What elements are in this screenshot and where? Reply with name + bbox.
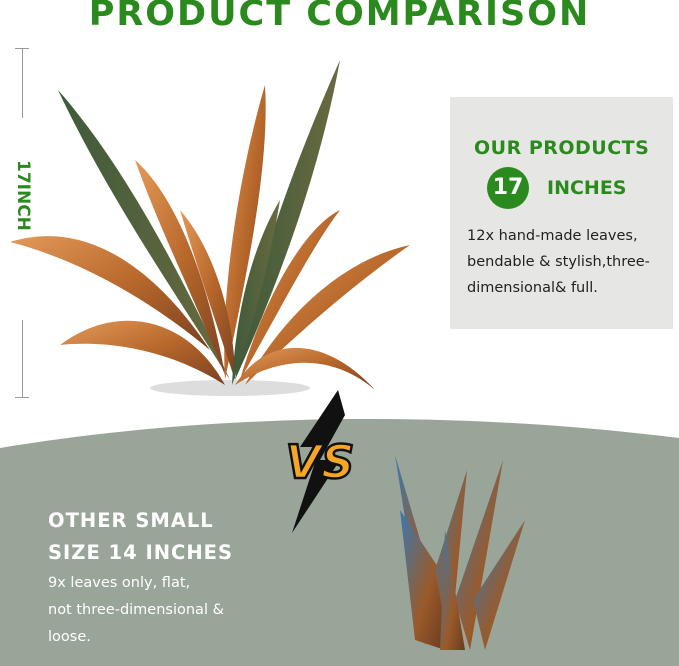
other-desc-line: not three-dimensional & <box>48 602 224 618</box>
our-product-description: 12x hand-made leaves, bendable & stylish… <box>467 228 650 296</box>
vs-text: VS <box>286 435 355 489</box>
size-badge: 17 <box>487 167 529 209</box>
other-desc-line: 9x leaves only, flat, <box>48 575 191 591</box>
our-products-heading: OUR PRODUCTS <box>474 137 650 159</box>
size-unit: INCHES <box>547 177 627 199</box>
ruler-tick-bottom <box>15 397 29 398</box>
ruler-tick-top <box>15 48 29 49</box>
page-title: PRODUCT COMPARISON <box>88 0 591 34</box>
ruler-line-top <box>22 48 23 118</box>
other-desc-line: loose. <box>48 629 91 645</box>
small-agave-image <box>395 455 525 650</box>
our-product-panel: OUR PRODUCTS 17 INCHES 12x hand-made lea… <box>450 97 673 329</box>
other-product-description: 9x leaves only, flat, not three-dimensio… <box>48 570 224 651</box>
large-agave-image <box>10 60 410 396</box>
other-product-heading: OTHER SMALL SIZE 14 INCHES <box>48 505 233 569</box>
other-heading-line2: SIZE 14 INCHES <box>48 541 234 564</box>
vs-lightning-icon: VS <box>284 390 356 533</box>
ruler-line-bottom <box>22 320 23 398</box>
bottom-background <box>0 419 679 666</box>
other-heading-line1: OTHER SMALL <box>48 509 214 532</box>
